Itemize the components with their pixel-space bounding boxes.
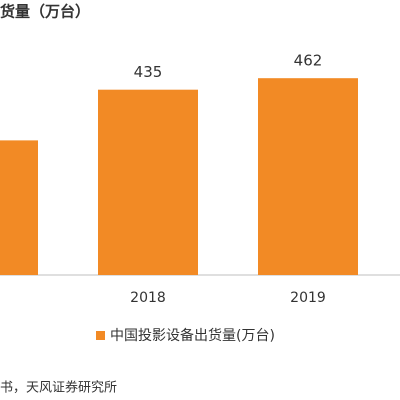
value-label: 462 — [294, 52, 323, 70]
bar — [98, 89, 198, 275]
value-label: 435 — [134, 63, 163, 81]
source-note: 书，天风证券研究所 — [0, 380, 117, 396]
legend-swatch — [96, 331, 105, 340]
bar — [258, 78, 358, 275]
chart-title: 货量（万台） — [0, 3, 90, 21]
x-tick-label: 2018 — [130, 290, 166, 306]
bar — [0, 140, 38, 275]
legend-label: 中国投影设备出货量(万台) — [110, 327, 275, 344]
x-tick-label: 2019 — [290, 290, 326, 306]
